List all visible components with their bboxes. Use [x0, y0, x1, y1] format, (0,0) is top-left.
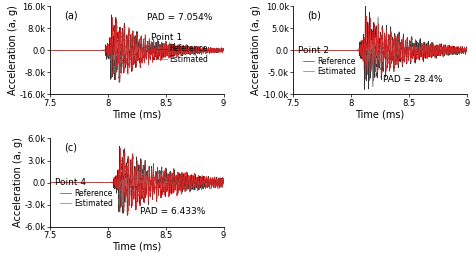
Estimated: [110, 29, 116, 32]
Reference: [150, 196, 155, 199]
Reference: [124, 214, 130, 217]
Estimated: [363, 15, 369, 18]
Estimated: [109, 16, 115, 19]
Estimated: [419, 43, 425, 46]
Text: PAD = 6.433%: PAD = 6.433%: [140, 207, 206, 216]
Reference: [157, 175, 163, 178]
Legend: Reference, Estimated: Reference, Estimated: [302, 56, 357, 77]
Text: PAD = 7.054%: PAD = 7.054%: [147, 13, 212, 22]
Estimated: [118, 147, 123, 150]
Legend: Reference, Estimated: Reference, Estimated: [59, 188, 114, 209]
Reference: [47, 181, 53, 184]
Reference: [464, 48, 470, 51]
Reference: [419, 45, 425, 48]
Text: Point 1: Point 1: [151, 33, 182, 42]
Reference: [221, 179, 227, 182]
Estimated: [157, 47, 163, 50]
X-axis label: Time (ms): Time (ms): [112, 241, 161, 251]
Reference: [428, 46, 434, 49]
Reference: [176, 175, 182, 178]
Estimated: [176, 53, 182, 56]
Estimated: [221, 49, 227, 52]
Line: Estimated: Estimated: [50, 148, 224, 215]
Text: (c): (c): [64, 143, 77, 153]
Text: PAD = 28.4%: PAD = 28.4%: [383, 75, 443, 84]
Reference: [290, 49, 296, 52]
Reference: [176, 47, 182, 50]
Estimated: [393, 58, 399, 61]
Line: Reference: Reference: [50, 146, 224, 216]
Reference: [116, 81, 122, 84]
Reference: [185, 50, 191, 53]
Estimated: [185, 178, 191, 182]
Estimated: [47, 181, 53, 184]
Estimated: [221, 182, 227, 185]
Text: Point 4: Point 4: [55, 178, 86, 187]
Estimated: [117, 80, 123, 83]
Line: Reference: Reference: [293, 6, 467, 90]
Reference: [185, 184, 191, 187]
Estimated: [55, 49, 61, 52]
Reference: [55, 49, 61, 52]
Reference: [221, 48, 227, 51]
X-axis label: Time (ms): Time (ms): [356, 109, 405, 119]
Estimated: [125, 213, 131, 216]
Reference: [110, 71, 116, 74]
Reference: [401, 39, 406, 42]
Reference: [117, 145, 122, 148]
Estimated: [55, 181, 61, 184]
Estimated: [176, 189, 182, 192]
Reference: [55, 181, 61, 184]
Estimated: [299, 49, 305, 52]
Estimated: [371, 79, 376, 82]
Estimated: [290, 49, 296, 52]
Reference: [109, 13, 114, 16]
Reference: [47, 49, 53, 52]
Reference: [157, 44, 163, 47]
Reference: [393, 59, 399, 62]
Y-axis label: Acceleration (a, g): Acceleration (a, g): [8, 5, 18, 95]
Estimated: [150, 194, 155, 197]
Estimated: [157, 185, 163, 188]
Text: (a): (a): [64, 11, 77, 21]
Line: Estimated: Estimated: [293, 16, 467, 81]
Estimated: [428, 49, 434, 52]
Estimated: [150, 58, 155, 61]
Legend: Reference, Estimated: Reference, Estimated: [155, 44, 210, 64]
Estimated: [185, 48, 191, 51]
Y-axis label: Acceleration (a, g): Acceleration (a, g): [13, 137, 23, 228]
Estimated: [110, 180, 116, 184]
Reference: [362, 88, 367, 91]
Estimated: [353, 49, 359, 52]
Reference: [150, 55, 155, 58]
Reference: [299, 49, 305, 52]
X-axis label: Time (ms): Time (ms): [112, 109, 161, 119]
Reference: [353, 49, 359, 52]
Estimated: [401, 46, 406, 49]
Line: Reference: Reference: [50, 15, 224, 82]
Estimated: [464, 48, 470, 51]
Reference: [110, 182, 116, 185]
Line: Estimated: Estimated: [50, 17, 224, 82]
Text: Point 2: Point 2: [298, 46, 329, 55]
Y-axis label: Acceleration (a, g): Acceleration (a, g): [251, 5, 261, 95]
Estimated: [47, 49, 53, 52]
Text: (b): (b): [307, 11, 321, 21]
Reference: [363, 4, 368, 7]
